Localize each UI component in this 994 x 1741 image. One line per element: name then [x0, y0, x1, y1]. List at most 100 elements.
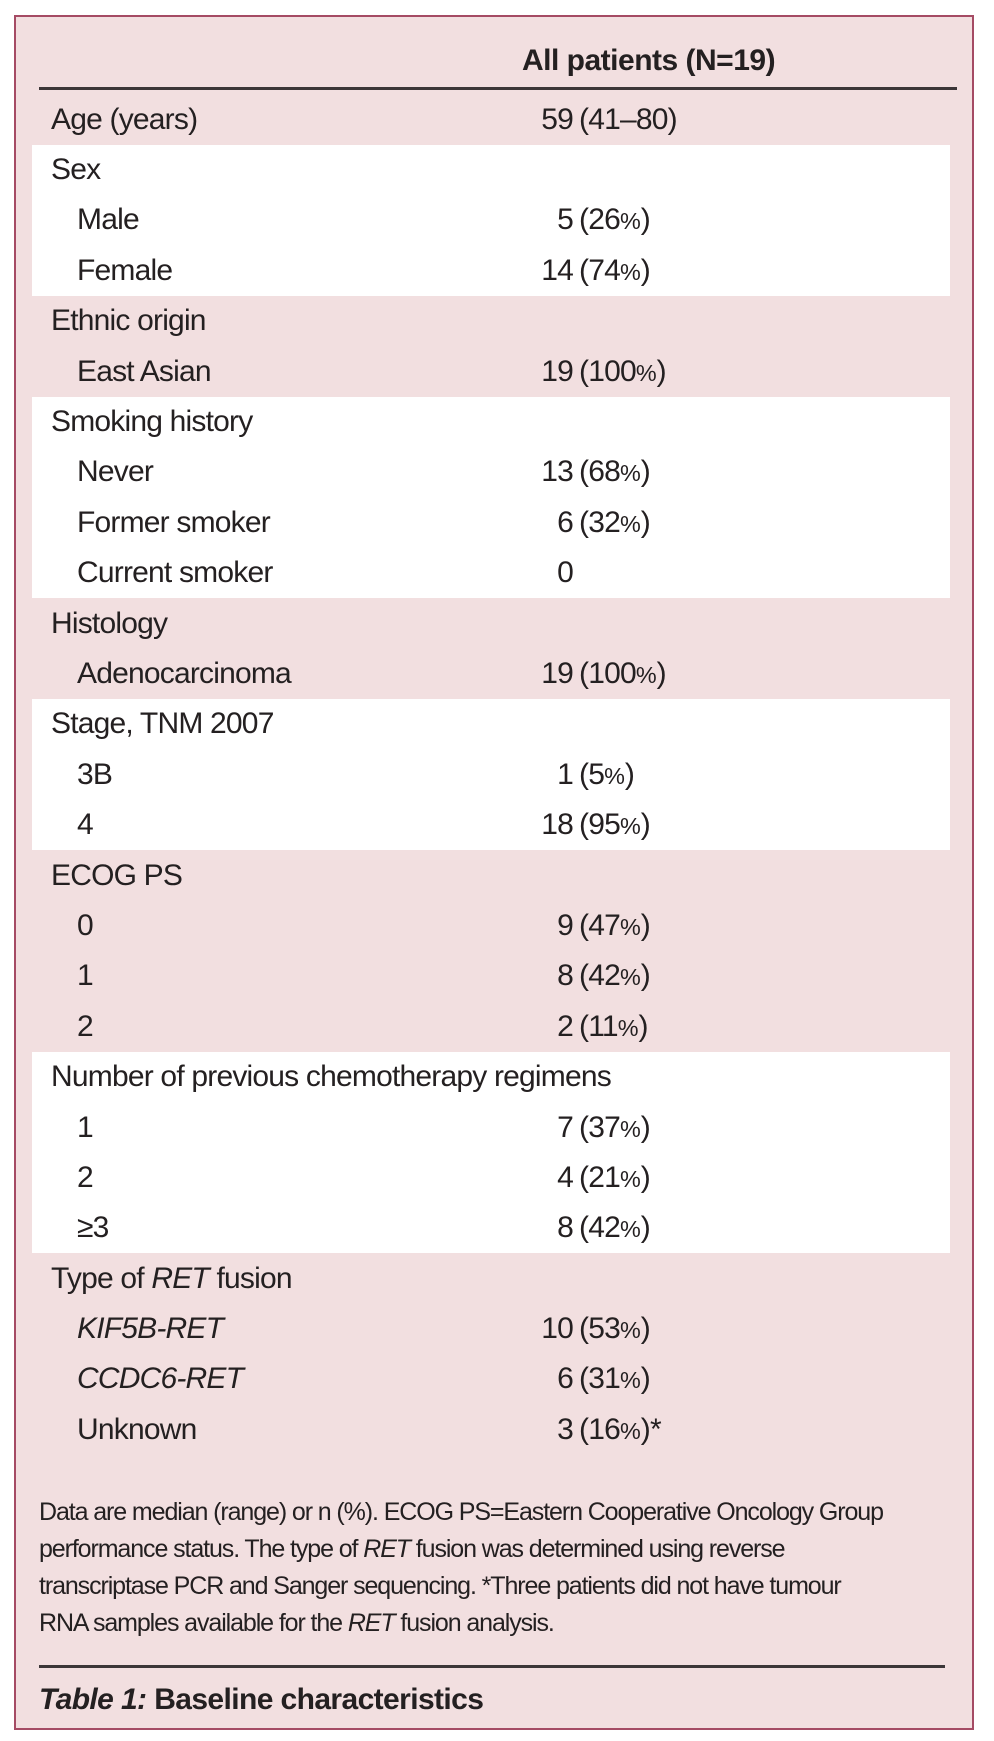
- row-value-detail: (100%): [579, 656, 667, 690]
- row-value-detail: (68%): [579, 455, 651, 489]
- caption-title: Baseline characteristics: [146, 1683, 484, 1716]
- row-value-number: 18: [541, 808, 574, 842]
- table-section: Sex Male 5 (26%) Female 14 (74%): [32, 144, 950, 297]
- header-rule: [39, 87, 957, 90]
- table-row: 0 9 (47%): [32, 901, 950, 951]
- row-value-number: 0: [557, 556, 574, 590]
- row-value-number: 10: [541, 1312, 574, 1346]
- row-label: Adenocarcinoma: [77, 656, 292, 690]
- row-label: Histology: [51, 606, 168, 640]
- table-row: Age (years) 59 (41–80): [32, 95, 950, 145]
- table-section: Age (years) 59 (41–80): [32, 95, 950, 145]
- row-value-number: 9: [557, 908, 574, 942]
- row-label: East Asian: [77, 354, 212, 388]
- row-label: CCDC6-RET: [77, 1362, 244, 1396]
- table-row: East Asian 19 (100%): [32, 346, 950, 396]
- table-row: ECOG PS: [32, 850, 950, 900]
- row-label: Male: [77, 203, 140, 237]
- row-value-number: 19: [541, 656, 574, 690]
- row-value-detail: (53%): [579, 1312, 651, 1346]
- table-row: Female 14 (74%): [32, 246, 950, 296]
- footnote-line: RNA samples available for the RET fusion…: [39, 1609, 555, 1637]
- table-row: 3B 1 (5%): [32, 750, 950, 800]
- row-label: Female: [77, 253, 173, 287]
- column-header: All patients (N=19): [522, 44, 776, 77]
- table-row: ≥3 8 (42%): [32, 1203, 950, 1253]
- table-row: Never 13 (68%): [32, 447, 950, 497]
- table-section: ECOG PS 0 9 (47%) 1 8 (42%) 2 2 (11%): [32, 850, 950, 1052]
- table-footnote: Data are median (range) or n (%). ECOG P…: [39, 1494, 959, 1642]
- table-row: 1 7 (37%): [32, 1102, 950, 1152]
- row-value-detail: (32%): [579, 505, 651, 539]
- table-body: Age (years) 59 (41–80) Sex Male 5 (26%) Female 1…: [16, 95, 972, 1456]
- table-row: KIF5B-RET 10 (53%): [32, 1304, 950, 1354]
- table-row: 1 8 (42%): [32, 951, 950, 1001]
- table-section: Ethnic origin East Asian 19 (100%): [32, 296, 950, 397]
- table-section: Smoking history Never 13 (68%) Former smoker…: [32, 396, 950, 599]
- table-row: Ethnic origin: [32, 296, 950, 346]
- row-label: Number of previous chemotherapy regimens: [51, 1060, 612, 1094]
- row-value-detail: (95%): [579, 808, 651, 842]
- row-value-number: 14: [541, 253, 574, 287]
- table-row: Unknown 3 (16%)*: [32, 1405, 950, 1455]
- table-row: Sex: [32, 145, 950, 195]
- row-value-number: 2: [557, 1009, 574, 1043]
- row-label: Stage, TNM 2007: [51, 707, 274, 741]
- row-value-number: 19: [541, 354, 574, 388]
- row-value-number: 13: [541, 455, 574, 489]
- row-label: Ethnic origin: [51, 304, 207, 338]
- table-row: Number of previous chemotherapy regimens: [32, 1052, 950, 1102]
- row-value-detail: (26%): [579, 203, 651, 237]
- row-label: Smoking history: [51, 405, 253, 439]
- table-section: Type of RET fusion KIF5B-RET 10 (53%) CCDC6-…: [32, 1253, 950, 1455]
- row-value-number: 5: [557, 203, 574, 237]
- table-row: CCDC6-RET 6 (31%): [32, 1354, 950, 1404]
- caption-rule: [39, 1665, 945, 1668]
- caption-label: Table 1:: [39, 1683, 147, 1716]
- footnote-line: performance status. The type of RET fusi…: [39, 1535, 786, 1563]
- table-caption: Table 1: Baseline characteristics: [39, 1681, 484, 1718]
- row-value-detail: (74%): [579, 253, 651, 287]
- table-row: 4 18 (95%): [32, 800, 950, 850]
- row-value-detail: (42%): [579, 1211, 651, 1245]
- table-row: Male 5 (26%): [32, 195, 950, 245]
- row-label: 1: [77, 959, 94, 993]
- row-value-detail: (37%): [579, 1110, 651, 1144]
- row-label: 1: [77, 1110, 94, 1144]
- row-value-number: 1: [557, 757, 574, 791]
- row-label: ECOG PS: [51, 858, 183, 892]
- row-label: Former smoker: [77, 505, 271, 539]
- row-value-detail: (47%): [579, 908, 651, 942]
- row-value-number: 59: [541, 102, 574, 136]
- row-value-number: 6: [557, 505, 574, 539]
- row-value-number: 7: [557, 1110, 574, 1144]
- row-value-detail: (16%)*: [579, 1412, 662, 1446]
- table-row: Type of RET fusion: [32, 1253, 950, 1303]
- table-row: Current smoker 0: [32, 548, 950, 598]
- row-label: Current smoker: [77, 556, 273, 590]
- row-label: Never: [77, 455, 154, 489]
- row-value-number: 4: [557, 1160, 574, 1194]
- table-section: Histology Adenocarcinoma 19 (100%): [32, 598, 950, 699]
- table-section: Stage, TNM 2007 3B 1 (5%) 4 18 (95%): [32, 699, 950, 851]
- row-value-number: 8: [557, 1211, 574, 1245]
- table-row: Smoking history: [32, 397, 950, 447]
- row-value-detail: (42%): [579, 959, 651, 993]
- row-value-detail: (31%): [579, 1362, 651, 1396]
- row-label: Type of RET fusion: [51, 1261, 293, 1295]
- row-value-number: 8: [557, 959, 574, 993]
- table-row: 2 4 (21%): [32, 1153, 950, 1203]
- row-label: Unknown: [77, 1412, 197, 1446]
- row-label: 4: [77, 808, 94, 842]
- row-value-detail: (5%): [579, 757, 635, 791]
- table-row: Histology: [32, 598, 950, 648]
- row-label: 2: [77, 1160, 94, 1194]
- row-value-detail: (41–80): [579, 102, 678, 136]
- table-row: Former smoker 6 (32%): [32, 498, 950, 548]
- row-label: Sex: [51, 153, 101, 187]
- row-label: ≥3: [77, 1211, 109, 1245]
- row-value-detail: (11%): [579, 1009, 649, 1043]
- table-row: Stage, TNM 2007: [32, 699, 950, 749]
- row-value-number: 3: [557, 1412, 574, 1446]
